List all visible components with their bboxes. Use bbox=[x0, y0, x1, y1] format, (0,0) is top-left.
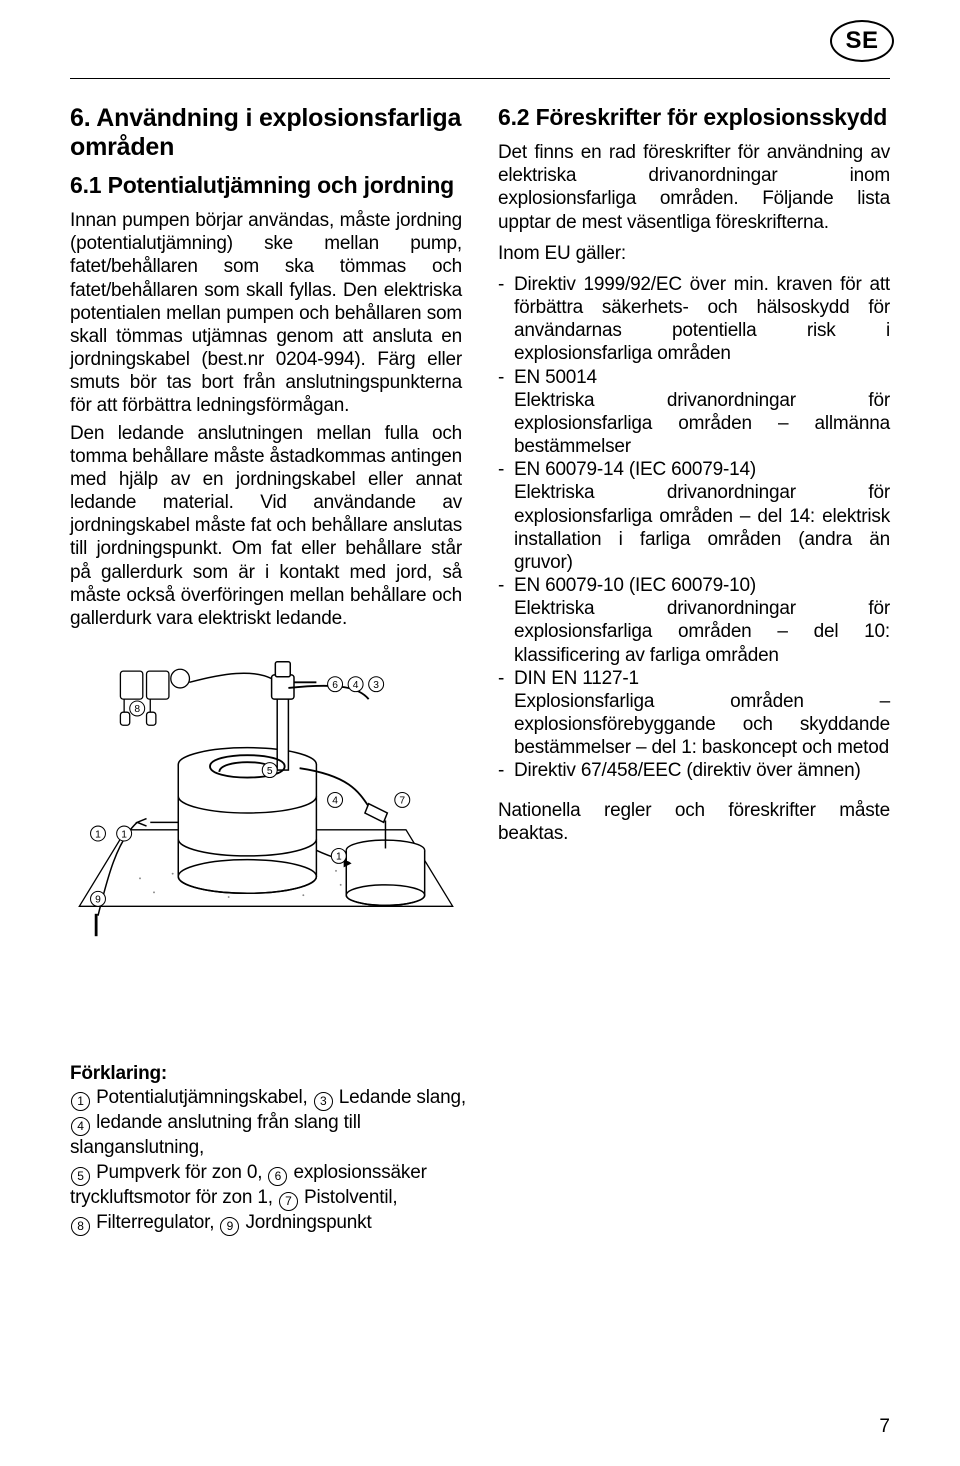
list-dash: - bbox=[498, 574, 514, 667]
svg-text:1: 1 bbox=[95, 829, 101, 840]
list-item-text: DIN EN 1127-1Explosionsfarliga områden –… bbox=[514, 667, 890, 760]
standards-list: -Direktiv 1999/92/EC över min. kraven fö… bbox=[498, 273, 890, 783]
list-dash: - bbox=[498, 273, 514, 366]
subsection-heading-6-1: 6.1 Potentialutjämning och jordning bbox=[70, 172, 462, 199]
intro-paragraph: Det finns en rad föreskrifter för använd… bbox=[498, 141, 890, 234]
list-dash: - bbox=[498, 366, 514, 459]
figure-legend: Förklaring: 1 Potentialutjämningskabel, … bbox=[70, 1062, 490, 1236]
section-heading: 6. Användning i explosionsfarliga område… bbox=[70, 104, 462, 162]
list-item: -EN 60079-10 (IEC 60079-10)Elektriska dr… bbox=[498, 574, 890, 667]
svg-text:4: 4 bbox=[332, 796, 338, 807]
legend-marker: 9 bbox=[220, 1217, 239, 1236]
page-number: 7 bbox=[879, 1416, 890, 1438]
svg-text:6: 6 bbox=[332, 680, 338, 691]
list-item-text: Direktiv 1999/92/EC över min. kraven för… bbox=[514, 273, 890, 366]
list-dash: - bbox=[498, 458, 514, 574]
national-note: Nationella regler och föreskrifter måste… bbox=[498, 799, 890, 845]
legend-marker: 6 bbox=[268, 1167, 287, 1186]
list-item-text: EN 50014Elektriska drivanordningar för e… bbox=[514, 366, 890, 459]
svg-text:8: 8 bbox=[134, 704, 140, 715]
legend-marker: 3 bbox=[314, 1092, 333, 1111]
legend-marker: 7 bbox=[279, 1192, 298, 1211]
list-item: -DIN EN 1127-1Explosionsfarliga områden … bbox=[498, 667, 890, 760]
language-badge: SE bbox=[830, 20, 894, 62]
eu-label: Inom EU gäller: bbox=[498, 242, 890, 265]
svg-text:1: 1 bbox=[121, 829, 127, 840]
content-columns: 6. Användning i explosionsfarliga område… bbox=[70, 104, 890, 950]
page: SE 6. Användning i explosionsfarliga omr… bbox=[0, 0, 960, 1466]
legend-marker: 8 bbox=[71, 1217, 90, 1236]
list-item: -EN 50014Elektriska drivanordningar för … bbox=[498, 366, 890, 459]
list-item: -Direktiv 1999/92/EC över min. kraven fö… bbox=[498, 273, 890, 366]
header-rule bbox=[70, 78, 890, 79]
list-dash: - bbox=[498, 667, 514, 760]
legend-marker: 5 bbox=[71, 1167, 90, 1186]
legend-marker: 1 bbox=[71, 1092, 90, 1111]
list-item-text: EN 60079-10 (IEC 60079-10)Elektriska dri… bbox=[514, 574, 890, 667]
left-column: 6. Användning i explosionsfarliga område… bbox=[70, 104, 462, 950]
svg-text:5: 5 bbox=[267, 766, 273, 777]
list-item-text: Direktiv 67/458/EEC (direktiv över ämnen… bbox=[514, 759, 890, 782]
body-paragraph-1: Innan pumpen börjar användas, måste jord… bbox=[70, 209, 462, 418]
svg-text:7: 7 bbox=[399, 796, 405, 807]
svg-text:4: 4 bbox=[353, 680, 359, 691]
body-paragraph-2: Den ledande anslutningen mellan fulla oc… bbox=[70, 422, 462, 631]
list-item-text: EN 60079-14 (IEC 60079-14)Elektriska dri… bbox=[514, 458, 890, 574]
svg-text:9: 9 bbox=[95, 895, 101, 906]
grounding-diagram: 6 4 3 8 5 4 7 1 1 1 9 bbox=[70, 648, 462, 950]
subsection-heading-6-2: 6.2 Föreskrifter för explosionsskydd bbox=[498, 104, 890, 131]
legend-marker: 4 bbox=[71, 1117, 90, 1136]
svg-text:3: 3 bbox=[373, 680, 379, 691]
legend-title: Förklaring: bbox=[70, 1063, 167, 1084]
legend-body: 1 Potentialutjämningskabel, 3 Ledande sl… bbox=[70, 1087, 466, 1232]
right-column: 6.2 Föreskrifter för explosionsskydd Det… bbox=[498, 104, 890, 950]
list-item: -Direktiv 67/458/EEC (direktiv över ämne… bbox=[498, 759, 890, 782]
svg-text:1: 1 bbox=[336, 852, 342, 863]
list-dash: - bbox=[498, 759, 514, 782]
language-badge-text: SE bbox=[845, 27, 878, 55]
list-item: -EN 60079-14 (IEC 60079-14)Elektriska dr… bbox=[498, 458, 890, 574]
